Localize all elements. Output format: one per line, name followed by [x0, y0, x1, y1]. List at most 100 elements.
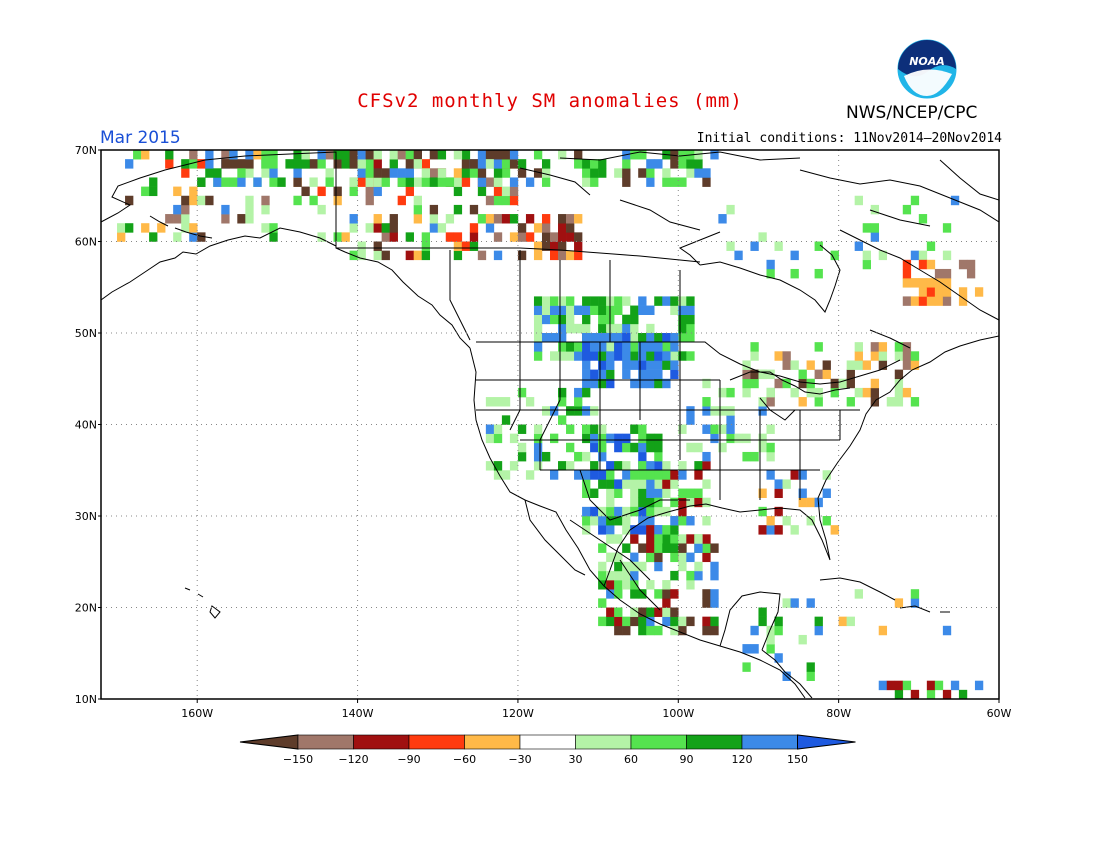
anomaly-cell — [469, 241, 479, 251]
anomaly-cell — [381, 250, 390, 261]
anomaly-cell — [614, 534, 623, 544]
anomaly-cell — [854, 241, 863, 251]
anomaly-cell — [670, 525, 679, 535]
anomaly-cell — [646, 525, 655, 535]
anomaly-cell — [582, 305, 591, 315]
anomaly-cell — [533, 342, 543, 352]
anomaly-cell — [902, 296, 912, 306]
anomaly-cell — [598, 305, 607, 315]
anomaly-cell — [678, 534, 687, 544]
anomaly-cell — [598, 168, 607, 178]
anomaly-cell — [678, 305, 687, 315]
anomaly-cell — [245, 204, 254, 215]
anomaly-cell — [517, 451, 527, 462]
anomaly-cell — [590, 369, 599, 380]
anomaly-cell — [638, 625, 647, 636]
anomaly-cell — [646, 552, 655, 563]
anomaly-cell — [525, 232, 535, 242]
anomaly-cell — [710, 570, 719, 581]
anomaly-cell — [357, 177, 366, 187]
anomaly-cell — [718, 424, 727, 434]
anomaly-cell — [790, 268, 799, 279]
anomaly-cell — [694, 497, 703, 508]
anomaly-cell — [694, 442, 703, 453]
anomaly-cell — [397, 195, 406, 206]
anomaly-cell — [365, 223, 374, 233]
anomaly-cell — [574, 397, 583, 407]
anomaly-cell — [197, 232, 206, 242]
anomaly-cell — [582, 424, 591, 434]
anomaly-cell — [670, 333, 679, 343]
anomaly-cell — [405, 150, 414, 160]
anomaly-cell — [197, 159, 206, 169]
anomaly-cell — [477, 186, 487, 197]
anomaly-cell — [413, 159, 422, 169]
anomaly-cell — [205, 150, 214, 160]
anomaly-cell — [654, 561, 663, 572]
anomaly-cell — [798, 397, 807, 407]
anomaly-cell — [614, 488, 623, 498]
anomaly-cell — [501, 186, 511, 197]
anomaly-cell — [686, 305, 695, 315]
anomaly-cell — [942, 287, 952, 297]
anomaly-cell — [638, 369, 647, 380]
anomaly-cell — [678, 424, 687, 434]
anomaly-cell — [541, 241, 551, 251]
anomaly-cell — [902, 268, 912, 279]
anomaly-cell — [582, 342, 591, 352]
anomaly-cell — [934, 296, 944, 306]
anomaly-cell — [541, 223, 551, 233]
anomaly-cell — [574, 387, 583, 398]
anomaly-cell — [453, 168, 463, 178]
anomaly-cell — [574, 406, 583, 416]
anomaly-cell — [622, 479, 631, 489]
anomaly-cell — [758, 607, 767, 617]
anomaly-cell — [622, 168, 631, 178]
anomaly-cell — [758, 442, 767, 453]
anomaly-cell — [558, 387, 567, 398]
anomaly-cell — [221, 150, 230, 160]
anomaly-cell — [533, 461, 543, 471]
anomaly-cell — [878, 625, 888, 636]
anomaly-cell — [509, 159, 519, 169]
anomaly-cell — [726, 204, 735, 215]
anomaly-cell — [477, 250, 487, 261]
anomaly-cell — [846, 360, 855, 370]
anomaly-cell — [606, 342, 615, 352]
anomaly-cell — [622, 580, 631, 590]
anomaly-cell — [261, 168, 270, 178]
anomaly-cell — [942, 278, 952, 288]
anomaly-cell — [622, 159, 631, 169]
anomaly-cell — [766, 525, 775, 535]
anomaly-cell — [806, 360, 815, 370]
anomaly-cell — [333, 186, 342, 197]
anomaly-cell — [678, 561, 687, 572]
anomaly-cell — [822, 470, 831, 480]
anomaly-cell — [630, 378, 639, 389]
anomaly-cell — [814, 241, 823, 251]
anomaly-cell — [598, 360, 607, 370]
anomaly-cell — [181, 214, 190, 224]
anomaly-cell — [710, 589, 719, 599]
anomaly-cell — [814, 268, 823, 279]
anomaly-cell — [301, 186, 310, 197]
anomaly-cell — [774, 525, 783, 535]
lat-tick-label: 60N — [75, 236, 97, 249]
anomaly-cell — [590, 168, 599, 178]
anomaly-cell — [742, 644, 751, 654]
anomaly-cell — [686, 314, 695, 325]
anomaly-cell — [670, 177, 679, 187]
anomaly-cell — [550, 470, 559, 480]
anomaly-cell — [758, 616, 767, 627]
anomaly-cell — [421, 250, 431, 261]
anomaly-cell — [622, 296, 631, 306]
anomaly-cell — [469, 204, 479, 215]
anomaly-cell — [421, 241, 431, 251]
anomaly-cell — [622, 461, 631, 471]
anomaly-cell — [469, 159, 479, 169]
anomaly-cell — [702, 552, 711, 563]
anomaly-cell — [309, 159, 318, 169]
anomaly-cell — [630, 525, 639, 535]
anomaly-cell — [485, 177, 495, 187]
anomaly-cell — [614, 552, 623, 563]
